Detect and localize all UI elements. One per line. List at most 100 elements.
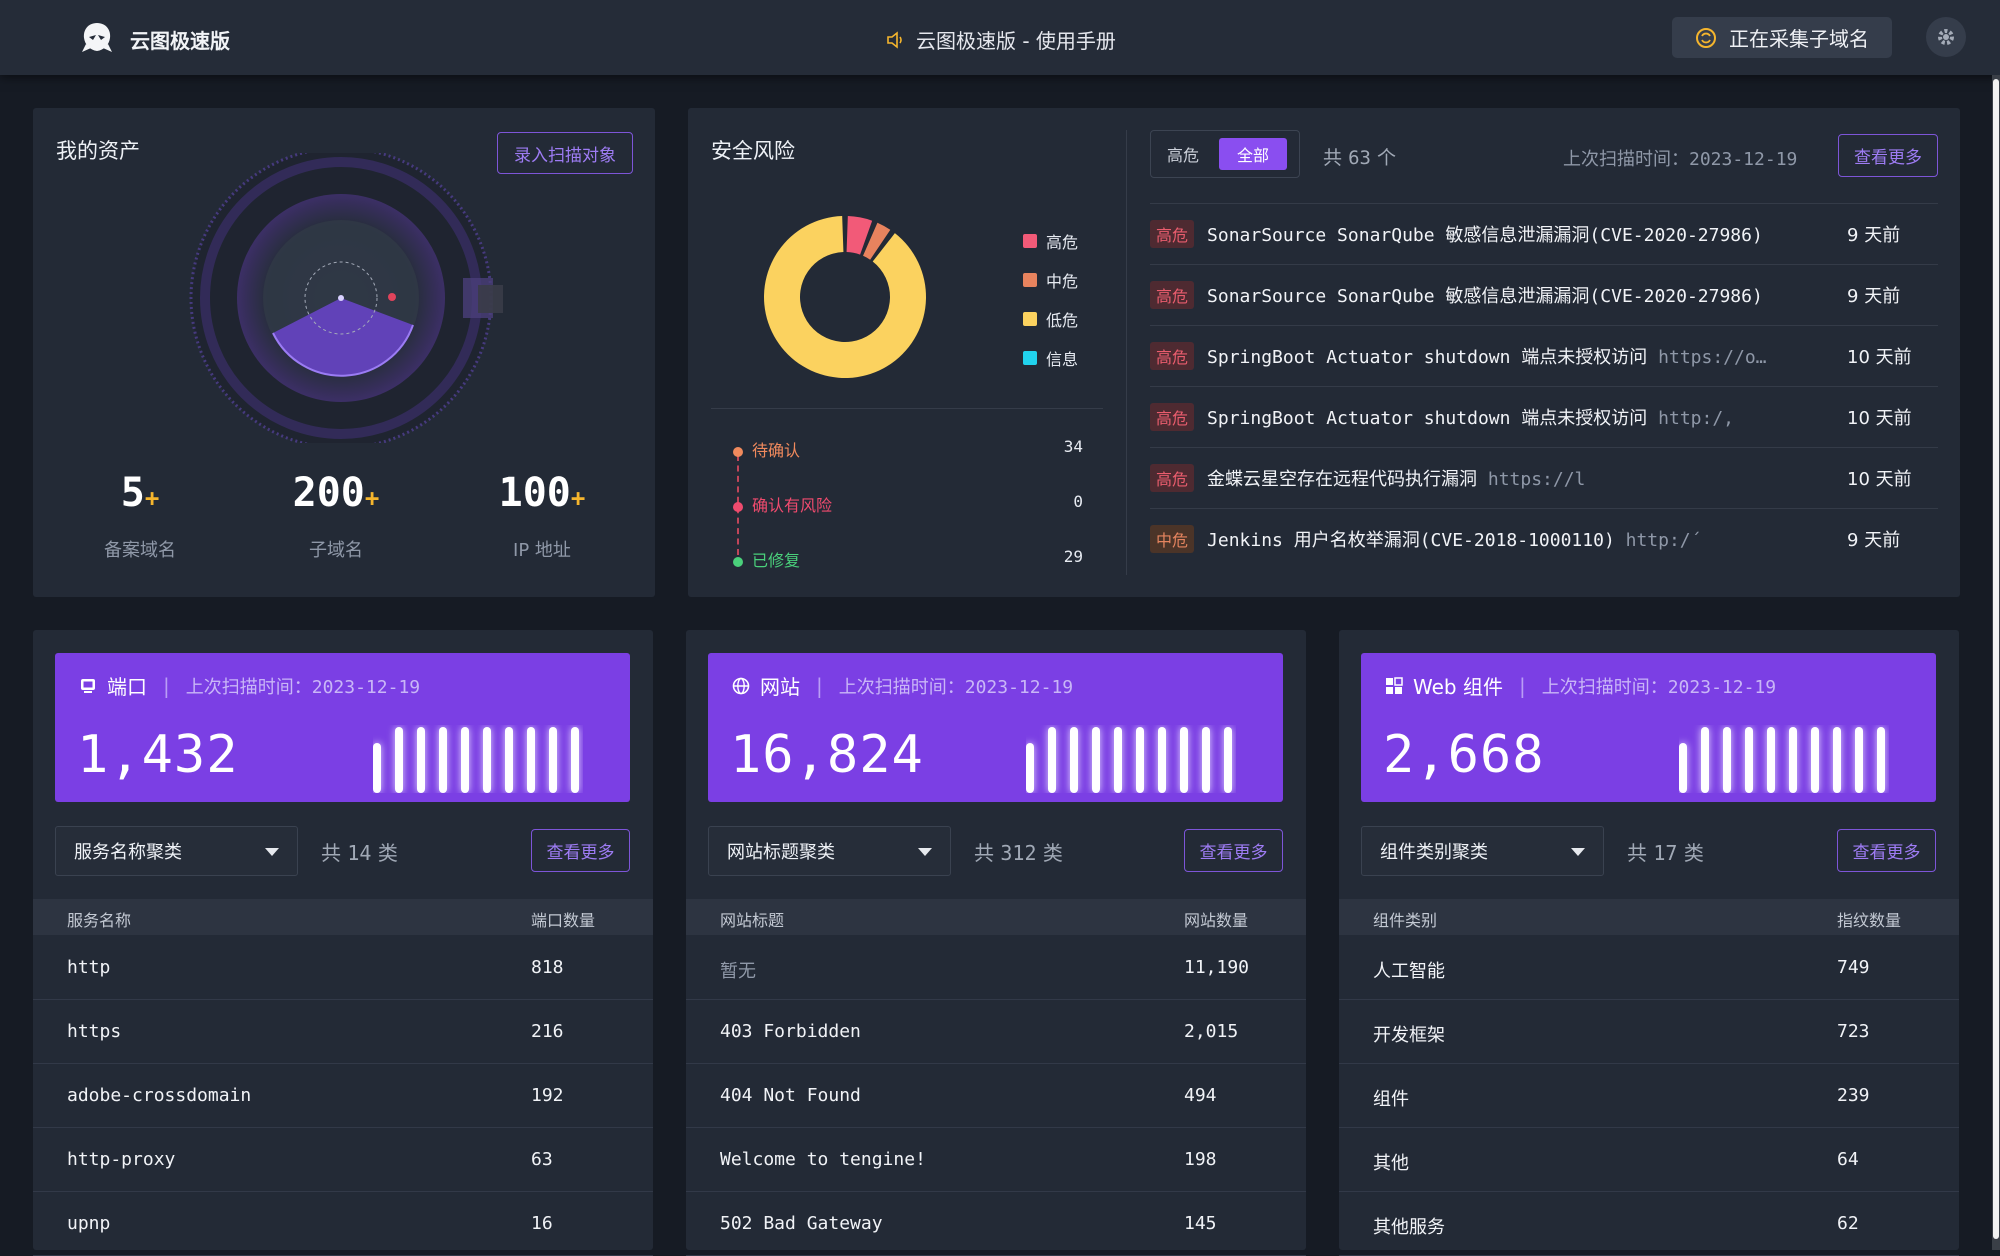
status-dot — [733, 446, 743, 457]
cluster-dropdown[interactable]: 网站标题聚类 — [708, 826, 951, 876]
divider — [711, 408, 1103, 409]
table-row[interactable]: 404 Not Found 494 — [686, 1065, 1306, 1128]
vuln-name[interactable]: SonarSource SonarQube 敏感信息泄漏漏洞(CVE-2020-… — [1207, 282, 1817, 308]
severity-badge: 高危 — [1150, 403, 1195, 431]
risk-view-more-button[interactable]: 查看更多 — [1838, 134, 1938, 177]
status-dot — [733, 556, 743, 567]
status-confirmed-count: 0 — [1073, 492, 1083, 511]
vuln-row[interactable]: 高危 SonarSource SonarQube 敏感信息泄漏漏洞(CVE-202… — [1150, 264, 1938, 325]
column-header-name: 网站标题 — [720, 911, 785, 930]
table-row[interactable]: 403 Forbidden 2,015 — [686, 1001, 1306, 1064]
table-row[interactable]: 其他服务 62 — [1339, 1193, 1959, 1256]
panel-view-more-button[interactable]: 查看更多 — [1837, 829, 1936, 872]
vuln-title: SpringBoot Actuator shutdown 端点未授权访问 — [1207, 408, 1648, 429]
decor-bar — [1092, 727, 1100, 793]
row-count: 145 — [1184, 1213, 1217, 1234]
cluster-count-prefix: 共 — [974, 841, 994, 865]
decor-bar — [417, 727, 425, 793]
vuln-row[interactable]: 高危 SpringBoot Actuator shutdown 端点未授权访问 h… — [1150, 386, 1938, 447]
decor-bar — [483, 727, 491, 793]
legend-medium-label: 中危 — [1046, 272, 1079, 291]
stat-icp-domains-value: 5 — [120, 470, 145, 516]
table-row[interactable]: https 216 — [33, 1001, 653, 1064]
decor-bar — [1789, 727, 1797, 793]
row-name: adobe-crossdomain — [67, 1085, 252, 1106]
table-row[interactable]: 其他 64 — [1339, 1129, 1959, 1192]
column-header-name: 服务名称 — [67, 911, 132, 930]
cluster-count-value: 312 — [1000, 841, 1037, 865]
vuln-row[interactable]: 高危 金蝶云星空存在远程代码执行漏洞 https://l 10 天前 — [1150, 447, 1938, 508]
vuln-row[interactable]: 高危 SonarSource SonarQube 敏感信息泄漏漏洞(CVE-202… — [1150, 203, 1938, 264]
filter-high[interactable]: 高危 — [1166, 146, 1199, 165]
stat-ip-addresses-value: 100 — [498, 470, 571, 516]
settings-button[interactable] — [1926, 17, 1966, 57]
decor-bar — [1114, 727, 1122, 793]
decorative-bars — [1026, 727, 1232, 793]
collect-status-label: 正在采集子域名 — [1729, 27, 1869, 51]
legend-low: 低危 — [1023, 307, 1078, 331]
row-name: http-proxy — [67, 1149, 176, 1170]
column-header-count: 指纹数量 — [1837, 911, 1902, 930]
vuln-name[interactable]: Jenkins 用户名枚举漏洞(CVE-2018-1000110) http:/… — [1207, 526, 1817, 552]
manual-link[interactable]: 云图极速版 - 使用手册 — [886, 25, 1116, 54]
stat-plus: + — [570, 484, 586, 512]
manual-link-label: 云图极速版 - 使用手册 — [916, 29, 1116, 53]
panel-banner: Web 组件 | 上次扫描时间：2023-12-19 2,668 — [1361, 653, 1936, 802]
add-scan-target-button[interactable]: 录入扫描对象 — [497, 132, 633, 174]
page-scrollbar[interactable] — [1992, 75, 2000, 1250]
decor-bar — [439, 727, 447, 793]
panel-view-more-button[interactable]: 查看更多 — [1184, 829, 1283, 872]
table-row[interactable]: 人工智能 749 — [1339, 937, 1959, 1000]
cluster-dropdown[interactable]: 组件类别聚类 — [1361, 826, 1604, 876]
table-row[interactable]: http 818 — [33, 937, 653, 1000]
table-row[interactable]: adobe-crossdomain 192 — [33, 1065, 653, 1128]
vuln-name[interactable]: SpringBoot Actuator shutdown 端点未授权访问 htt… — [1207, 343, 1817, 369]
decor-bar — [1679, 743, 1687, 793]
row-name: 人工智能 — [1373, 961, 1445, 982]
donut-slice-中危 — [863, 222, 891, 260]
stat-ip-addresses-label: IP 地址 — [513, 540, 571, 561]
vuln-row[interactable]: 中危 Jenkins 用户名枚举漏洞(CVE-2018-1000110) http… — [1150, 508, 1938, 569]
row-count: 723 — [1837, 1021, 1870, 1042]
filter-all[interactable]: 全部 — [1219, 138, 1287, 170]
divider — [1126, 130, 1127, 575]
panel-total: 2,668 — [1383, 725, 1545, 785]
gear-icon — [1938, 29, 1954, 45]
legend-high: 高危 — [1023, 229, 1078, 253]
app-title: 云图极速版 — [130, 29, 230, 53]
vuln-total-prefix: 共 — [1323, 147, 1343, 169]
row-count: 63 — [531, 1149, 553, 1170]
vuln-name[interactable]: SonarSource SonarQube 敏感信息泄漏漏洞(CVE-2020-… — [1207, 221, 1817, 247]
panel-last-scan: 上次扫描时间：2023-12-19 — [1541, 676, 1777, 698]
severity-badge: 中危 — [1150, 525, 1195, 553]
vuln-url: https://o… — [1658, 347, 1767, 368]
chevron-down-icon — [1571, 848, 1585, 856]
table-row[interactable]: 开发框架 723 — [1339, 1001, 1959, 1064]
panel-last-scan: 上次扫描时间：2023-12-19 — [185, 676, 421, 698]
vuln-row[interactable]: 高危 SpringBoot Actuator shutdown 端点未授权访问 h… — [1150, 325, 1938, 386]
cluster-dropdown[interactable]: 服务名称聚类 — [55, 826, 298, 876]
table-row[interactable]: Welcome to tengine! 198 — [686, 1129, 1306, 1192]
status-fixed-count: 29 — [1063, 547, 1083, 566]
table-row[interactable]: http-proxy 63 — [33, 1129, 653, 1192]
panel-view-more-button[interactable]: 查看更多 — [531, 829, 630, 872]
decor-bar — [571, 727, 579, 793]
vuln-time: 9 天前 — [1847, 286, 1901, 307]
vuln-name[interactable]: SpringBoot Actuator shutdown 端点未授权访问 htt… — [1207, 404, 1817, 430]
decor-bar — [1070, 727, 1078, 793]
decor-bar — [1048, 727, 1056, 793]
monitor-icon — [79, 677, 97, 695]
table-row[interactable]: 暂无 11,190 — [686, 937, 1306, 1000]
collect-status-button[interactable]: 正在采集子域名 — [1672, 17, 1892, 58]
table-row[interactable]: 组件 239 — [1339, 1065, 1959, 1128]
cluster-count-suffix: 类 — [1683, 841, 1704, 865]
decor-bar — [1745, 727, 1753, 793]
table-row[interactable]: upnp 16 — [33, 1193, 653, 1256]
decor-bar — [1202, 727, 1210, 793]
table-row[interactable]: 502 Bad Gateway 145 — [686, 1193, 1306, 1256]
stat-icp-domains: 5+ — [50, 470, 230, 516]
row-name: 502 Bad Gateway — [720, 1213, 883, 1234]
vuln-name[interactable]: 金蝶云星空存在远程代码执行漏洞 https://l — [1207, 465, 1817, 491]
cluster-count-prefix: 共 — [321, 841, 341, 865]
scrollbar-thumb[interactable] — [1993, 79, 1999, 1239]
